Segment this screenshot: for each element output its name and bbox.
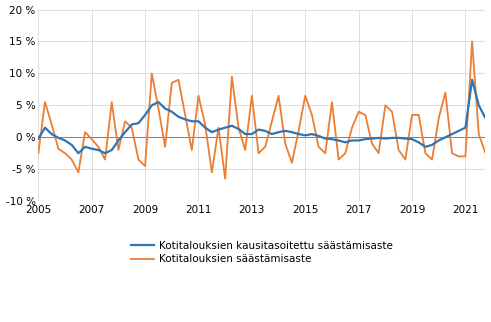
Line: Kotitalouksien kausitasoitettu säästämisaste: Kotitalouksien kausitasoitettu säästämis… [38,80,491,153]
Kotitalouksien säästämisaste [296,129,301,133]
Kotitalouksien kausitasoitettu säästämisaste [182,118,188,121]
Kotitalouksien säästämisaste [222,177,228,181]
Kotitalouksien kausitasoitettu säästämisaste [35,137,41,140]
Kotitalouksien säästämisaste [236,126,242,130]
Kotitalouksien säästämisaste [35,151,41,155]
Kotitalouksien kausitasoitettu säästämisaste [296,132,301,136]
Legend: Kotitalouksien kausitasoitettu säästämisaste, Kotitalouksien säästämisaste: Kotitalouksien kausitasoitettu säästämis… [131,241,393,264]
Kotitalouksien säästämisaste [95,145,101,149]
Kotitalouksien kausitasoitettu säästämisaste [236,127,242,131]
Kotitalouksien kausitasoitettu säästämisaste [436,138,442,142]
Kotitalouksien säästämisaste [175,78,181,82]
Kotitalouksien kausitasoitettu säästämisaste [102,151,108,155]
Kotitalouksien kausitasoitettu säästämisaste [149,103,155,107]
Kotitalouksien kausitasoitettu säästämisaste [469,78,475,82]
Line: Kotitalouksien säästämisaste: Kotitalouksien säästämisaste [38,42,491,179]
Kotitalouksien säästämisaste [436,116,442,120]
Kotitalouksien säästämisaste [469,40,475,43]
Kotitalouksien kausitasoitettu säästämisaste [76,151,82,155]
Kotitalouksien säästämisaste [142,164,148,168]
